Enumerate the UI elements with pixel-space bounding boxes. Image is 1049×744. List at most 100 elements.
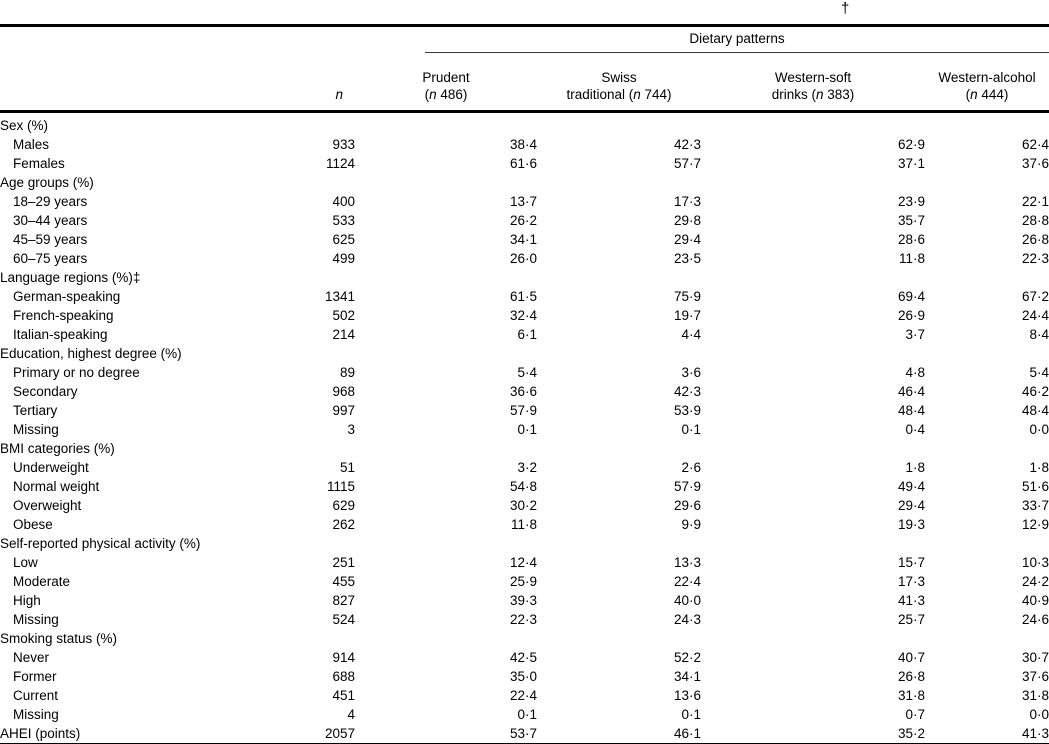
column-header-western-alcohol: Western-alcohol (n 444): [925, 69, 1049, 103]
cell-prudent: [355, 173, 537, 192]
cell-swiss-traditional: 24·3: [673, 612, 701, 627]
cell-western-soft-drinks: 25·7: [897, 612, 925, 627]
cell-swiss-traditional: [537, 173, 701, 192]
row-label: Self-reported physical activity (%): [0, 536, 201, 551]
column-header-swiss-traditional: Swiss traditional (n 744): [537, 69, 701, 103]
cell-n: 451: [332, 688, 355, 703]
row-label: Underweight: [13, 460, 89, 475]
cell-prudent: [355, 116, 537, 135]
row-label: Never: [13, 650, 50, 665]
section-header-row: Education, highest degree (%): [0, 344, 1049, 363]
cell-n: 502: [332, 308, 355, 323]
cell-western-soft-drinks: [701, 534, 925, 553]
cell-western-soft-drinks: 23·9: [897, 194, 925, 209]
caption-row: †: [0, 0, 1049, 24]
row-label: Missing: [13, 707, 59, 722]
table-row: Overweight 629 30·2 29·6 29·4 33·7: [0, 496, 1049, 515]
column-header-line1: Western-alcohol: [938, 70, 1036, 85]
cell-prudent: 54·8: [509, 479, 537, 494]
cell-prudent: [355, 534, 537, 553]
cell-swiss-traditional: 46·1: [673, 726, 701, 741]
cell-western-soft-drinks: [701, 629, 925, 648]
row-label: Overweight: [13, 498, 82, 513]
table-row: Missing 3 0·1 0·1 0·4 0·0: [0, 420, 1049, 439]
cell-prudent: 0·1: [517, 707, 537, 722]
cell-western-alcohol: [925, 439, 1049, 458]
cell-western-soft-drinks: 4·8: [905, 365, 925, 380]
cell-western-alcohol: [925, 629, 1049, 648]
table-row: Males 933 38·4 42·3 62·9 62·4: [0, 135, 1049, 154]
row-label: High: [13, 593, 41, 608]
cell-western-alcohol: 5·4: [1029, 365, 1049, 380]
cell-n: 625: [332, 232, 355, 247]
row-label: Obese: [13, 517, 53, 532]
header-n-post: 444): [977, 87, 1009, 102]
column-header-line1: Prudent: [422, 70, 470, 85]
cell-western-alcohol: [925, 173, 1049, 192]
column-header-line2: drinks (n 383): [701, 86, 925, 103]
cell-prudent: [355, 268, 537, 287]
cell-n: 914: [332, 650, 355, 665]
top-rule: [0, 24, 1049, 27]
characteristics-table: Sex (%) Males 933 38·4 42·3 62·9 62·4 Females 11…: [0, 116, 1049, 743]
cell-swiss-traditional: 57·9: [673, 479, 701, 494]
cell-swiss-traditional: 9·9: [681, 517, 701, 532]
cell-n: 89: [339, 365, 355, 380]
cell-western-soft-drinks: 62·9: [897, 137, 925, 152]
column-header-line1: Western-soft: [774, 70, 852, 85]
section-header-row: Self-reported physical activity (%): [0, 534, 1049, 553]
spanner-row: Dietary patterns: [0, 27, 1049, 53]
table-row: Primary or no degree 89 5·4 3·6 4·8 5·4: [0, 363, 1049, 382]
cell-western-alcohol: 46·2: [1021, 384, 1049, 399]
header-n-pre: traditional (: [566, 87, 634, 102]
cell-n: [310, 439, 355, 458]
cell-western-alcohol: 62·4: [1021, 137, 1049, 152]
column-header-line2: (n 444): [925, 86, 1049, 103]
cell-prudent: 61·6: [509, 156, 537, 171]
row-label: Normal weight: [13, 479, 100, 494]
cell-western-soft-drinks: 17·3: [897, 574, 925, 589]
cell-western-soft-drinks: 48·4: [897, 403, 925, 418]
table-row: Italian-speaking 214 6·1 4·4 3·7 8·4: [0, 325, 1049, 344]
cell-prudent: 5·4: [517, 365, 537, 380]
cell-n: [310, 344, 355, 363]
cell-prudent: 39·3: [509, 593, 537, 608]
cell-n: 688: [332, 669, 355, 684]
cell-swiss-traditional: 75·9: [673, 289, 701, 304]
cell-swiss-traditional: 52·2: [673, 650, 701, 665]
row-label: Missing: [13, 422, 59, 437]
row-label: French-speaking: [13, 308, 114, 323]
cell-prudent: 26·2: [509, 213, 537, 228]
cell-n: 262: [332, 517, 355, 532]
table-row: Females 1124 61·6 57·7 37·1 37·6: [0, 154, 1049, 173]
cell-western-alcohol: 24·6: [1021, 612, 1049, 627]
cell-western-alcohol: 51·6: [1021, 479, 1049, 494]
header-n-italic: n: [633, 87, 641, 102]
cell-western-alcohol: 26·8: [1021, 232, 1049, 247]
cell-western-alcohol: 0·0: [1029, 422, 1049, 437]
row-label: Education, highest degree (%): [0, 346, 182, 361]
table-row: German-speaking 1341 61·5 75·9 69·4 67·2: [0, 287, 1049, 306]
row-label: Males: [13, 137, 50, 152]
cell-western-alcohol: 33·7: [1021, 498, 1049, 513]
table-row: Secondary 968 36·6 42·3 46·4 46·2: [0, 382, 1049, 401]
cell-swiss-traditional: 29·8: [673, 213, 701, 228]
column-header-western-soft-drinks: Western-soft drinks (n 383): [701, 69, 925, 103]
cell-western-soft-drinks: 19·3: [897, 517, 925, 532]
column-header-line1: Swiss: [601, 70, 637, 85]
cell-n: 997: [332, 403, 355, 418]
row-label: Low: [13, 555, 38, 570]
column-header-row: n Prudent (n 486) Swiss traditional (n 7…: [0, 53, 1049, 110]
cell-western-soft-drinks: 29·4: [897, 498, 925, 513]
table-row: 45–59 years 625 34·1 29·4 28·6 26·8: [0, 230, 1049, 249]
cell-western-soft-drinks: 26·9: [897, 308, 925, 323]
cell-western-soft-drinks: 0·7: [905, 707, 925, 722]
cell-n: 1341: [324, 289, 355, 304]
cell-n: 214: [332, 327, 355, 342]
cell-n: 455: [332, 574, 355, 589]
row-label: German-speaking: [13, 289, 121, 304]
row-label: 45–59 years: [13, 232, 88, 247]
cell-swiss-traditional: 57·7: [673, 156, 701, 171]
row-label: Secondary: [13, 384, 78, 399]
header-n-italic: n: [429, 87, 437, 102]
